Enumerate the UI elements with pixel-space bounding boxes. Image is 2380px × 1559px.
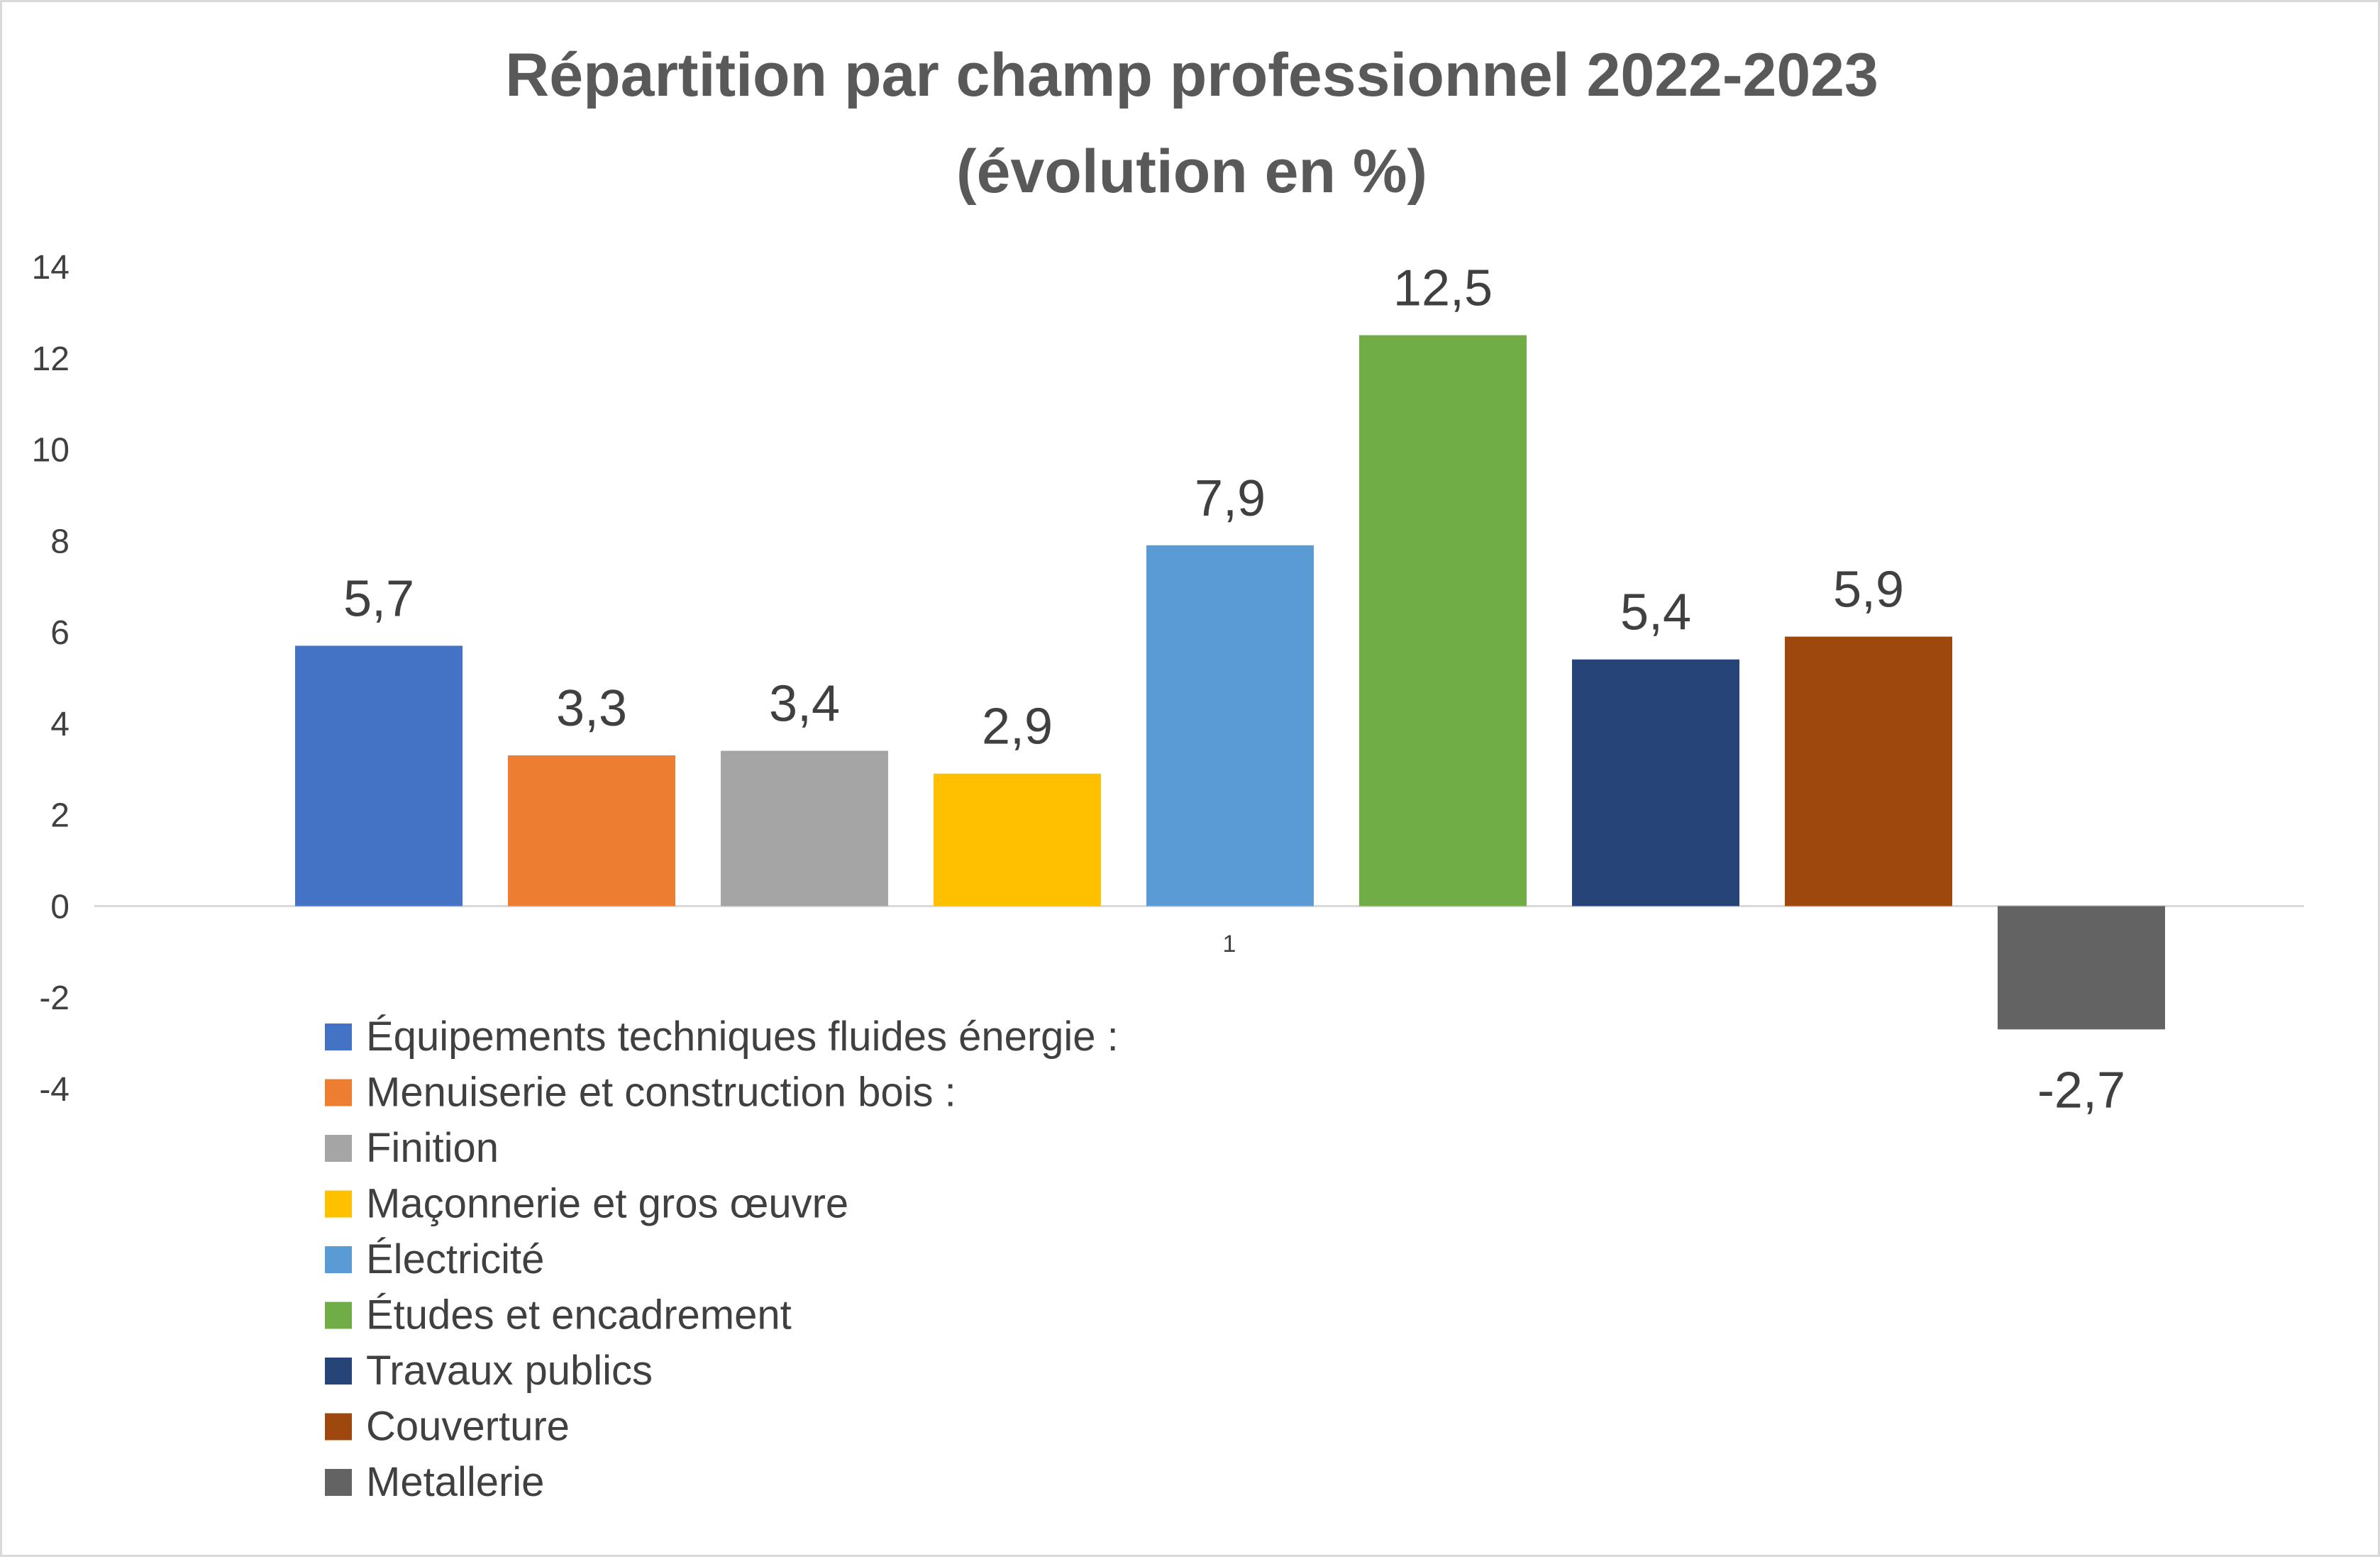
legend-swatch <box>325 1302 352 1329</box>
legend-item[interactable]: Équipements techniques fluides énergie : <box>325 1014 1119 1060</box>
chart-title-line-2: (évolution en %) <box>956 138 1427 206</box>
data-labels: 5,7 3,3 3,4 2,9 7,9 12,5 5,4 5,9 -2,7 <box>343 260 2125 1119</box>
legend-swatch <box>325 1358 352 1385</box>
x-axis: 1 <box>1223 931 1236 958</box>
y-tick-label: -2 <box>39 980 70 1017</box>
data-label: 5,9 <box>1833 562 1904 618</box>
data-label: 12,5 <box>1393 260 1493 317</box>
legend-label: Finition <box>366 1125 499 1171</box>
y-tick-label: 12 <box>32 340 70 378</box>
data-label: 2,9 <box>982 699 1053 755</box>
data-label: 5,4 <box>1620 584 1691 641</box>
data-label: 3,3 <box>556 680 627 737</box>
legend-item[interactable]: Menuiserie et construction bois : <box>325 1070 956 1116</box>
legend-item[interactable]: Travaux publics <box>325 1348 653 1394</box>
y-tick-label: 4 <box>50 706 70 743</box>
data-label: -2,7 <box>2037 1062 2125 1119</box>
bar[interactable] <box>295 645 463 906</box>
legend-label: Équipements techniques fluides énergie : <box>366 1014 1119 1060</box>
bar[interactable] <box>1359 335 1527 906</box>
chart-title-line-1: Répartition par champ professionnel 2022… <box>505 41 1878 109</box>
y-tick-label: 0 <box>50 888 70 926</box>
y-axis: 14 12 10 8 6 4 2 0 -2 -4 <box>32 249 70 1109</box>
legend-swatch <box>325 1469 352 1496</box>
bar[interactable] <box>721 750 888 906</box>
data-label: 5,7 <box>343 570 414 627</box>
legend-item[interactable]: Finition <box>325 1125 499 1171</box>
legend-label: Maçonnerie et gros œuvre <box>366 1181 848 1227</box>
legend-swatch <box>325 1190 352 1218</box>
bar[interactable] <box>934 773 1101 906</box>
legend-swatch <box>325 1135 352 1162</box>
y-tick-label: -4 <box>39 1071 70 1109</box>
legend-swatch <box>325 1023 352 1050</box>
legend-swatch <box>325 1246 352 1273</box>
x-tick-label: 1 <box>1223 931 1236 958</box>
legend-item[interactable]: Études et encadrement <box>325 1292 792 1338</box>
bar[interactable] <box>1785 636 1952 906</box>
legend-item[interactable]: Metallerie <box>325 1459 544 1505</box>
data-label: 3,4 <box>769 676 840 733</box>
y-tick-label: 6 <box>50 614 70 652</box>
legend-swatch <box>325 1079 352 1106</box>
legend-swatch <box>325 1413 352 1441</box>
bar[interactable] <box>508 755 675 906</box>
legend-item[interactable]: Électricité <box>325 1236 544 1282</box>
y-tick-label: 2 <box>50 797 70 835</box>
bar[interactable] <box>1146 545 1314 906</box>
legend[interactable]: Équipements techniques fluides énergie :… <box>325 1014 1119 1505</box>
bar[interactable] <box>1998 906 2165 1030</box>
legend-label: Travaux publics <box>366 1348 653 1394</box>
bars <box>295 335 2165 1030</box>
bar[interactable] <box>1572 659 1739 906</box>
legend-item[interactable]: Couverture <box>325 1404 570 1450</box>
y-tick-label: 10 <box>32 432 70 470</box>
y-tick-label: 14 <box>32 249 70 287</box>
legend-label: Couverture <box>366 1404 570 1450</box>
legend-label: Études et encadrement <box>366 1292 792 1338</box>
legend-label: Metallerie <box>366 1459 544 1505</box>
legend-label: Menuiserie et construction bois : <box>366 1070 956 1116</box>
y-tick-label: 8 <box>50 523 70 560</box>
data-label: 7,9 <box>1195 470 1266 527</box>
legend-item[interactable]: Maçonnerie et gros œuvre <box>325 1181 848 1227</box>
legend-label: Électricité <box>366 1236 544 1282</box>
